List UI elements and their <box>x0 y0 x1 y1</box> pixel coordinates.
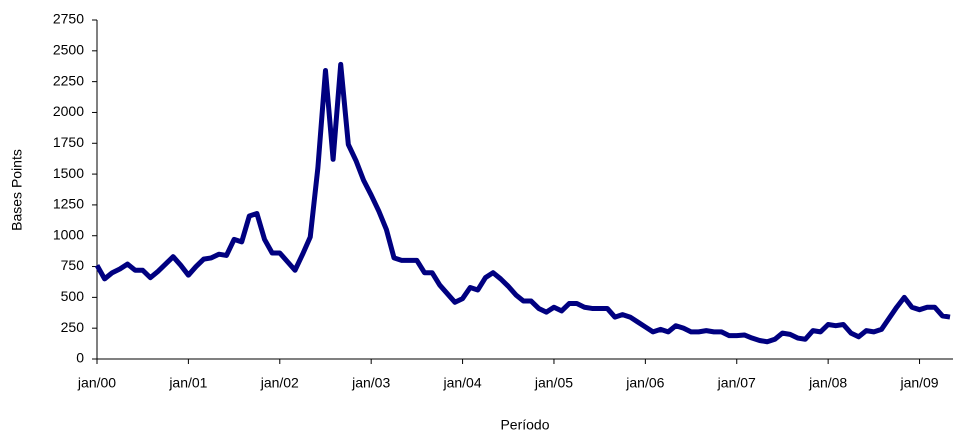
x-tick-label: jan/02 <box>260 375 299 391</box>
y-tick-label: 2000 <box>53 103 84 119</box>
x-axis-title: Período <box>500 417 549 433</box>
y-tick-label: 0 <box>76 350 84 366</box>
x-tick-label: jan/00 <box>77 375 116 391</box>
data-line <box>94 61 951 345</box>
y-tick-label: 2750 <box>53 11 84 27</box>
y-tick-label: 1000 <box>53 226 84 242</box>
y-tick-label: 250 <box>61 319 85 335</box>
y-tick-label: 500 <box>61 288 85 304</box>
x-tick-label: jan/01 <box>168 375 207 391</box>
y-tick-label: 2250 <box>53 72 84 88</box>
y-tick-label: 1500 <box>53 165 84 181</box>
x-tick-label: jan/06 <box>625 375 664 391</box>
y-tick-label: 750 <box>61 257 85 273</box>
x-tick-label: jan/09 <box>899 375 938 391</box>
x-tick-label: jan/07 <box>717 375 756 391</box>
y-axis-title: Bases Points <box>9 149 25 231</box>
x-tick-label: jan/05 <box>534 375 573 391</box>
x-tick-label: jan/08 <box>808 375 847 391</box>
y-tick-label: 1750 <box>53 134 84 150</box>
y-tick-label: 1250 <box>53 196 84 212</box>
y-tick-label: 2500 <box>53 42 84 58</box>
x-tick-label: jan/03 <box>351 375 390 391</box>
x-tick-label: jan/04 <box>442 375 481 391</box>
